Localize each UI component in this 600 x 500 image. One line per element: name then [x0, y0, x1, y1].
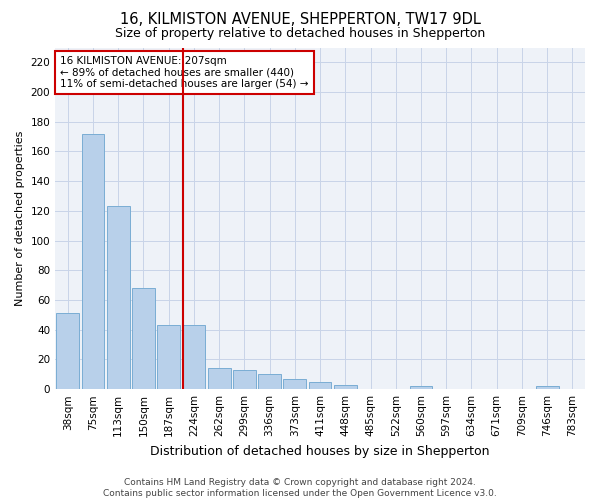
Bar: [309, 382, 331, 389]
Text: 16, KILMISTON AVENUE, SHEPPERTON, TW17 9DL: 16, KILMISTON AVENUE, SHEPPERTON, TW17 9…: [119, 12, 481, 28]
X-axis label: Distribution of detached houses by size in Shepperton: Distribution of detached houses by size …: [151, 444, 490, 458]
Bar: [132, 288, 155, 389]
Text: Size of property relative to detached houses in Shepperton: Size of property relative to detached ho…: [115, 28, 485, 40]
Text: Contains HM Land Registry data © Crown copyright and database right 2024.
Contai: Contains HM Land Registry data © Crown c…: [103, 478, 497, 498]
Bar: [157, 326, 180, 389]
Bar: [107, 206, 130, 389]
Bar: [536, 386, 559, 389]
Text: 16 KILMISTON AVENUE: 207sqm
← 89% of detached houses are smaller (440)
11% of se: 16 KILMISTON AVENUE: 207sqm ← 89% of det…: [61, 56, 309, 89]
Bar: [334, 384, 356, 389]
Bar: [208, 368, 230, 389]
Y-axis label: Number of detached properties: Number of detached properties: [15, 130, 25, 306]
Bar: [56, 314, 79, 389]
Bar: [182, 326, 205, 389]
Bar: [82, 134, 104, 389]
Bar: [410, 386, 433, 389]
Bar: [233, 370, 256, 389]
Bar: [258, 374, 281, 389]
Bar: [283, 379, 306, 389]
